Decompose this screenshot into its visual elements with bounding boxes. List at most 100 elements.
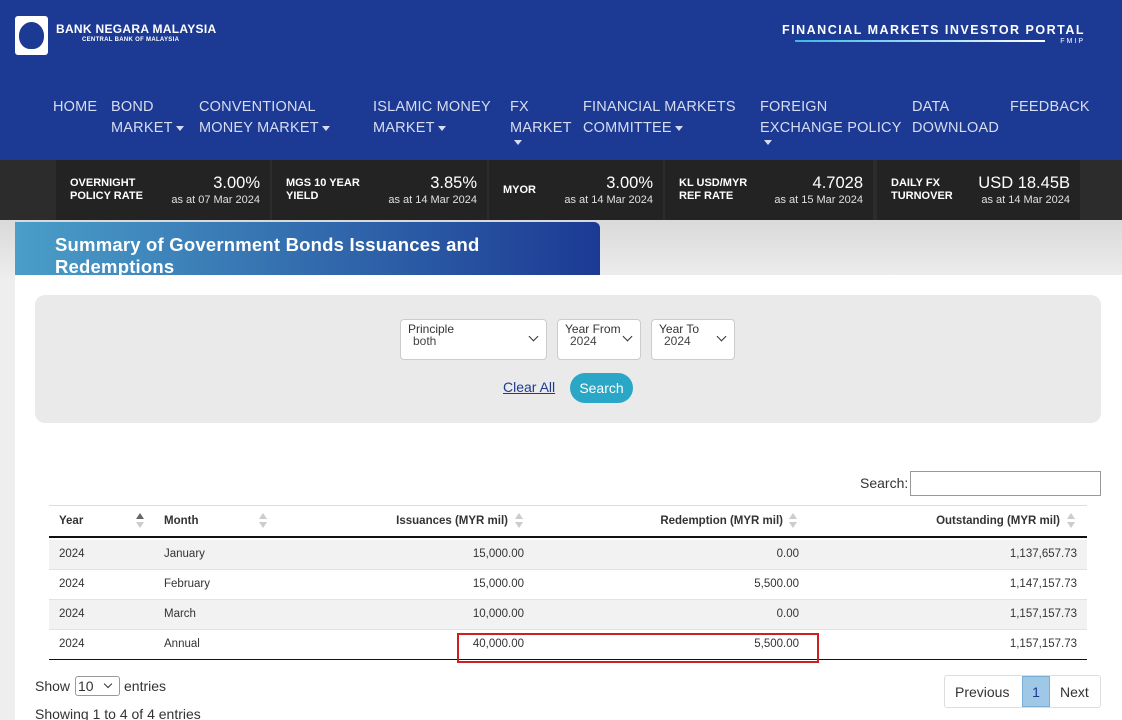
nav-home-label: HOME xyxy=(53,99,98,115)
column-header-issuances[interactable]: Issuances (MYR mil) xyxy=(396,515,508,527)
cell-month: January xyxy=(164,548,205,560)
caret-down-icon xyxy=(674,125,683,131)
table-search-input[interactable] xyxy=(910,471,1101,496)
caret-down-icon xyxy=(514,140,522,145)
entries-per-page-value: 10 xyxy=(78,678,94,694)
nav-label-line2: COMMITTEE xyxy=(583,120,672,136)
cell-month: Annual xyxy=(164,638,200,650)
logo-emblem-icon xyxy=(19,22,44,49)
ticker-date: as at 14 Mar 2024 xyxy=(388,194,477,206)
ticker-label: KL USD/MYR REF RATE xyxy=(679,177,747,203)
page-title: Summary of Government Bonds Issuances an… xyxy=(55,234,480,277)
ticker-label-line1: KL USD/MYR xyxy=(679,177,748,189)
ticker-daily-fx-turnover: DAILY FX TURNOVER USD 18.45B as at 14 Mar… xyxy=(877,160,1080,220)
nav-islamic-money-market[interactable]: ISLAMIC MONEY MARKET xyxy=(373,97,491,139)
year-from-select[interactable]: Year From 2024 xyxy=(557,319,641,360)
table-row: 2024 January 15,000.00 0.00 1,137,657.73 xyxy=(49,540,1087,570)
cell-outstanding: 1,157,157.73 xyxy=(1009,638,1077,650)
chevron-down-icon xyxy=(716,331,727,342)
ticker-label-line1: DAILY FX xyxy=(891,177,940,189)
cell-redemption: 5,500.00 xyxy=(754,578,799,590)
sort-icon[interactable] xyxy=(259,513,267,529)
ticker-label-line2: POLICY RATE xyxy=(70,190,143,202)
caret-down-icon xyxy=(437,125,446,131)
show-label: Show xyxy=(35,678,71,694)
nav-bond-market[interactable]: BOND MARKET xyxy=(111,97,184,139)
showing-info: Showing 1 to 4 of 4 entries xyxy=(35,706,201,720)
chevron-down-icon xyxy=(103,679,113,689)
nav-label-line2: MARKET xyxy=(111,120,173,136)
portal-abbreviation: FMIP xyxy=(1060,38,1085,45)
cell-month: February xyxy=(164,578,211,590)
table-row: 2024 March 10,000.00 0.00 1,157,157.73 xyxy=(49,600,1087,630)
market-ticker: OVERNIGHT POLICY RATE 3.00% as at 07 Mar … xyxy=(0,160,1122,220)
nav-label-line2: EXCHANGE POLICY xyxy=(760,120,902,136)
nav-label-line1: FOREIGN xyxy=(760,99,828,115)
ticker-mgs-10-year-yield: MGS 10 YEAR YIELD 3.85% as at 14 Mar 2024 xyxy=(272,160,487,220)
column-header-month[interactable]: Month xyxy=(164,515,199,527)
nav-feedback-label: FEEDBACK xyxy=(1010,99,1090,115)
previous-page-button[interactable]: Previous xyxy=(955,684,1010,700)
ticker-value: 3.85% xyxy=(430,174,477,192)
ticker-label-line2: YIELD xyxy=(286,190,319,202)
ticker-label-line1: MYOR xyxy=(503,184,536,196)
pagination: Previous 1 Next xyxy=(944,675,1101,708)
ticker-label: DAILY FX TURNOVER xyxy=(891,177,953,203)
principle-select[interactable]: Principle both xyxy=(400,319,547,360)
nav-home[interactable]: HOME xyxy=(53,97,97,118)
clear-all-link[interactable]: Clear All xyxy=(503,379,556,395)
search-button[interactable]: Search xyxy=(570,373,633,403)
ticker-date: as at 14 Mar 2024 xyxy=(981,194,1070,206)
year-from-select-label: Year From xyxy=(565,322,621,336)
sort-icon[interactable] xyxy=(515,513,523,529)
ticker-label-line1: MGS 10 YEAR xyxy=(286,177,360,189)
ticker-date: as at 15 Mar 2024 xyxy=(774,194,863,206)
nav-conventional-money-market[interactable]: CONVENTIONAL MONEY MARKET xyxy=(199,97,330,139)
cell-redemption: 0.00 xyxy=(776,548,799,560)
cell-outstanding: 1,137,657.73 xyxy=(1009,548,1077,560)
next-page-button[interactable]: Next xyxy=(1060,684,1089,700)
nav-fx-market[interactable]: FX MARKET xyxy=(510,97,572,139)
column-header-outstanding[interactable]: Outstanding (MYR mil) xyxy=(936,515,1060,527)
sort-icon[interactable] xyxy=(789,513,797,529)
bnm-logo[interactable] xyxy=(15,16,48,55)
nav-label-line2: MARKET xyxy=(510,120,572,136)
column-header-redemption[interactable]: Redemption (MYR mil) xyxy=(660,515,783,527)
ticker-value: 4.7028 xyxy=(812,174,863,192)
bank-subtitle: CENTRAL BANK OF MALAYSIA xyxy=(82,37,180,43)
caret-down-icon xyxy=(321,125,330,131)
annual-totals-highlight-box xyxy=(457,633,819,663)
column-header-year[interactable]: Year xyxy=(59,515,84,527)
nav-data-download[interactable]: DATA DOWNLOAD xyxy=(912,97,999,139)
caret-down-icon xyxy=(175,125,184,131)
year-to-select[interactable]: Year To 2024 xyxy=(651,319,735,360)
nav-foreign-exchange-policy[interactable]: FOREIGN EXCHANGE POLICY xyxy=(760,97,902,139)
cell-issuances: 10,000.00 xyxy=(472,608,524,620)
sort-icon[interactable] xyxy=(136,513,144,529)
cell-redemption: 5,500.00 xyxy=(754,638,799,650)
table-header: Year Month Issuances (MYR mil) Redemptio… xyxy=(49,505,1087,538)
cell-year: 2024 xyxy=(59,608,85,620)
nav-feedback[interactable]: FEEDBACK xyxy=(1010,97,1090,118)
page-1-button[interactable]: 1 xyxy=(1022,676,1050,707)
cell-month: March xyxy=(164,608,196,620)
cell-issuances: 15,000.00 xyxy=(472,548,524,560)
sort-icon[interactable] xyxy=(1067,513,1075,529)
portal-title-underline xyxy=(795,40,1045,42)
cell-year: 2024 xyxy=(59,638,85,650)
nav-label-line1: FX xyxy=(510,99,529,115)
ticker-kl-usd-myr-ref-rate: KL USD/MYR REF RATE 4.7028 as at 15 Mar 2… xyxy=(665,160,873,220)
nav-label-line1: ISLAMIC MONEY xyxy=(373,99,491,115)
ticker-date: as at 07 Mar 2024 xyxy=(171,194,260,206)
year-to-select-label: Year To xyxy=(659,322,700,336)
bank-name: BANK NEGARA MALAYSIA xyxy=(56,22,217,36)
ticker-label-line1: OVERNIGHT xyxy=(70,177,136,189)
portal-title[interactable]: FINANCIAL MARKETS INVESTOR PORTAL xyxy=(782,23,1085,37)
nav-financial-markets-committee[interactable]: FINANCIAL MARKETS COMMITTEE xyxy=(583,97,736,139)
entries-per-page-select[interactable]: 10 xyxy=(75,676,120,696)
nav-label-line2: MARKET xyxy=(373,120,435,136)
principle-select-label: Principle xyxy=(408,322,455,336)
table-row: 2024 Annual 40,000.00 5,500.00 1,157,157… xyxy=(49,630,1087,660)
table-row: 2024 February 15,000.00 5,500.00 1,147,1… xyxy=(49,570,1087,600)
ticker-date: as at 14 Mar 2024 xyxy=(564,194,653,206)
